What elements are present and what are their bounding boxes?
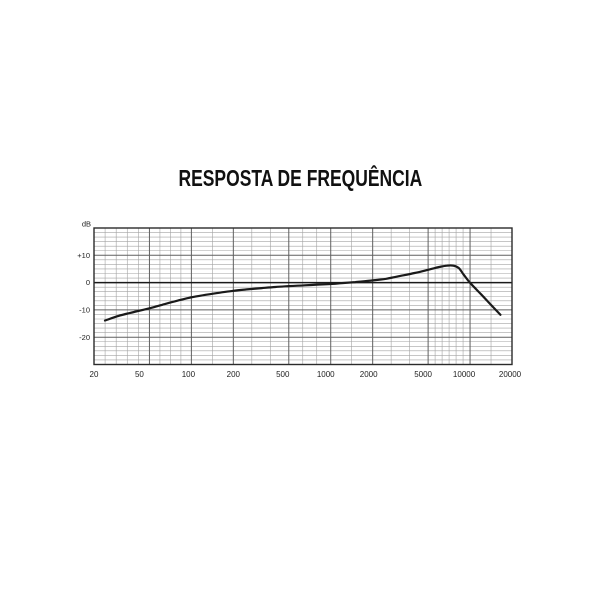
page-title: RESPOSTA DE FREQUÊNCIA <box>0 166 600 190</box>
x-tick-label: 20000 <box>499 370 522 379</box>
x-tick-label: 5000 <box>414 370 432 379</box>
x-tick-label: 1000 <box>317 370 335 379</box>
x-tick-label: 200 <box>227 370 241 379</box>
x-tick-label: 50 <box>135 370 144 379</box>
db-axis-label: dB <box>82 220 91 229</box>
page-title-text: RESPOSTA DE FREQUÊNCIA <box>178 165 422 191</box>
response-curve <box>103 264 502 322</box>
y-tick-label: -20 <box>79 333 90 342</box>
x-tick-label: 100 <box>182 370 196 379</box>
x-tick-label: 20 <box>90 370 99 379</box>
x-tick-label: 2000 <box>360 370 378 379</box>
y-tick-label: 0 <box>86 278 90 287</box>
plot-border <box>93 227 513 366</box>
x-tick-label: 10000 <box>453 370 476 379</box>
y-tick-label: +10 <box>77 251 90 260</box>
x-tick-label: 500 <box>276 370 290 379</box>
y-tick-label: -10 <box>79 306 90 315</box>
